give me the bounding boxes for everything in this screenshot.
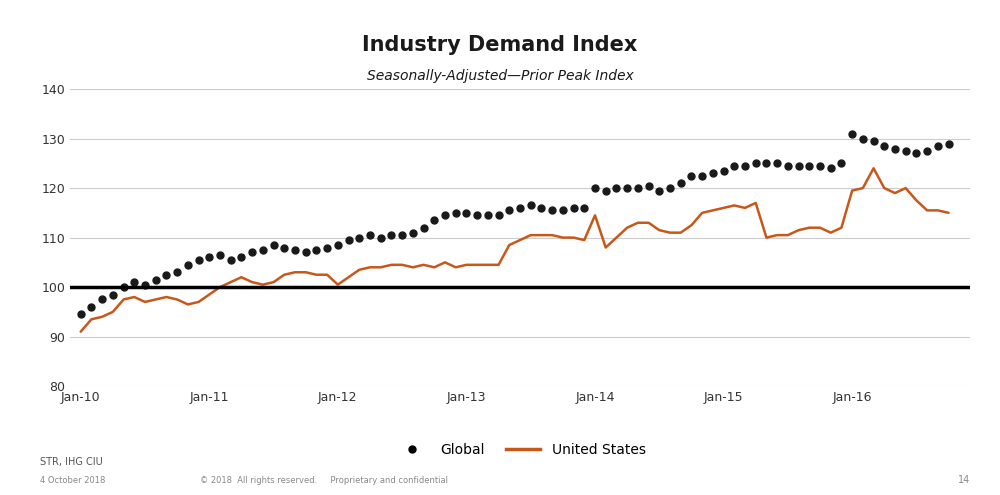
Text: 4 October 2018: 4 October 2018: [40, 476, 105, 485]
Text: Seasonally-Adjusted—Prior Peak Index: Seasonally-Adjusted—Prior Peak Index: [367, 69, 633, 83]
Text: © 2018  All rights reserved.     Proprietary and confidential: © 2018 All rights reserved. Proprietary …: [200, 476, 448, 485]
Text: Industry Demand Index: Industry Demand Index: [362, 35, 638, 54]
Text: 14: 14: [958, 475, 970, 485]
Text: STR, IHG CIU: STR, IHG CIU: [40, 457, 103, 467]
Legend: Global, United States: Global, United States: [389, 437, 651, 462]
